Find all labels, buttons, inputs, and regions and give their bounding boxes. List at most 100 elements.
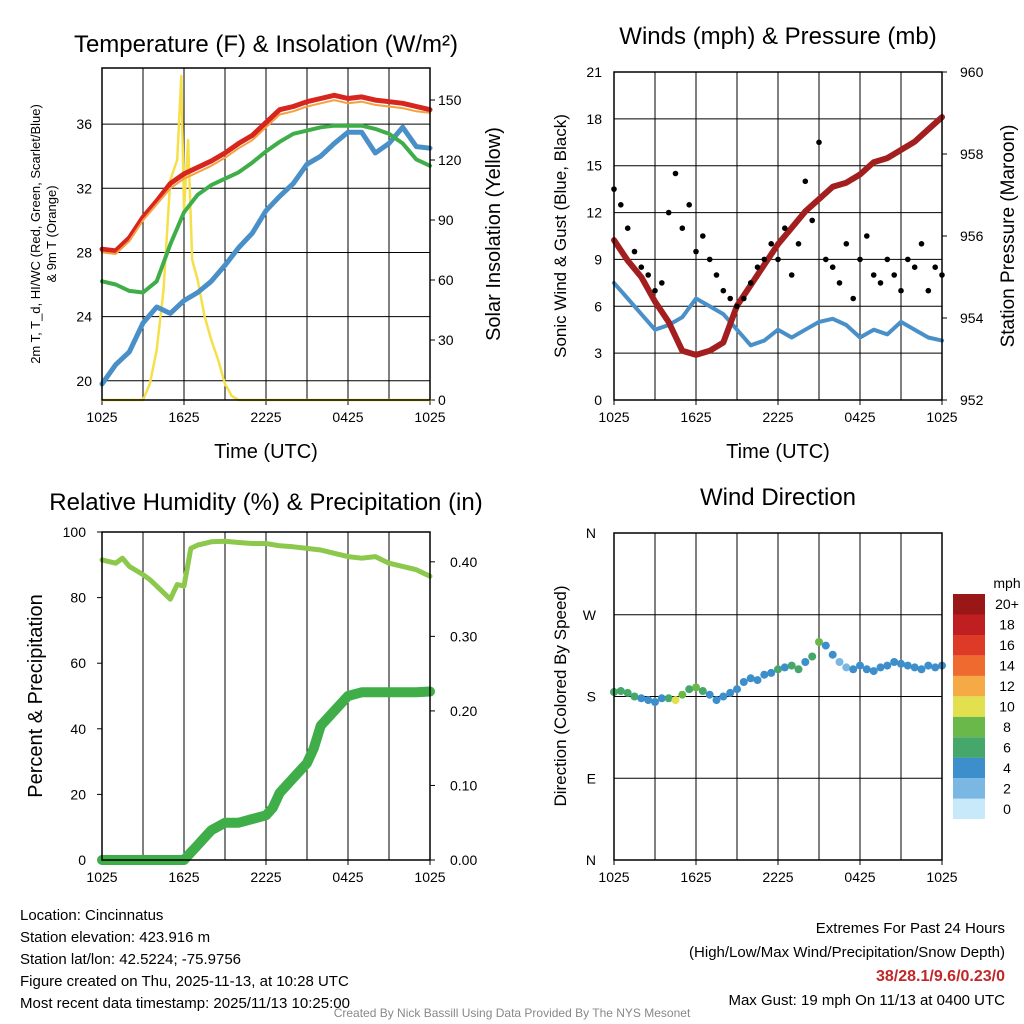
colorbar-swatch [953,594,985,615]
direction-point [685,685,694,694]
direction-point [842,663,851,672]
direction-point [774,665,782,674]
gust-point [877,280,884,286]
direction-point [924,661,933,670]
gust-point [864,233,870,239]
plot-frame [101,67,431,401]
x-tick-label: 2225 [250,869,281,885]
gust-point [713,272,720,278]
direction-point [801,658,810,666]
x-tick-label: 1025 [598,409,629,425]
direction-point [678,690,687,699]
colorbar-tick-label: 4 [1003,760,1011,776]
direction-point [705,690,714,699]
humidity-precipitation-panel: 1025 1625 2225 0425 1025 Relative Humidity (%… [25,489,483,885]
y2-tick-label: 120 [438,152,462,168]
direction-point [637,694,646,703]
gust-point [850,295,856,302]
direction-point [903,661,912,670]
y-tick-label: N [586,525,596,541]
direction-point [780,663,789,672]
gust-point [618,202,624,208]
direction-point [787,661,796,670]
gust-point [809,217,815,224]
direction-point [616,687,625,695]
gust-point [816,139,822,146]
direction-point [808,652,817,661]
y2-tick-label: 30 [438,332,454,348]
colorbar-tick-label: 2 [1003,780,1011,796]
colorbar-tick-label: 0 [1003,801,1011,817]
y-tick-label: 80 [70,590,86,606]
y-tick-label: 21 [586,64,602,80]
colorbar-tick-label: 8 [1003,719,1011,735]
station-location: Location: Cincinnatus [20,907,164,924]
direction-point [644,696,653,705]
x-tick-label: 1025 [598,869,629,885]
gust-point [679,225,686,231]
direction-point [856,661,864,670]
station-info: Location: Cincinnatus Station elevation:… [20,905,350,1015]
y2-tick-label: 952 [960,392,984,408]
y-axis-label: Direction (Colored By Speed) [551,585,570,806]
x-tick-label: 1625 [680,869,711,885]
x-tick-label: 1025 [926,409,957,425]
direction-point [869,667,878,676]
direction-point [623,688,632,697]
y2-tick-label: 954 [960,310,984,326]
y-tick-label: 20 [76,373,92,389]
colorbar-swatch [953,675,985,697]
gust-point [918,241,925,247]
gust-point [720,287,727,294]
y-tick-label: W [583,607,597,623]
gust-point [631,248,638,255]
direction-point [657,694,666,703]
x-axis-label: Time (UTC) [214,441,318,463]
gust-point [652,287,658,294]
y-tick-label: 60 [70,655,86,671]
colorbar-swatch [953,696,985,717]
y2-tick-label: 0.30 [450,628,477,644]
pressure-line [611,114,945,358]
y2-tick-label: 0.00 [450,852,477,868]
plot-frame [101,531,431,861]
y-tick-label: 6 [594,298,602,314]
colorbar-tick-label: 6 [1003,739,1011,755]
gust-point [741,295,747,302]
y-axis-label: Sonic Wind & Gust (Blue, Black) [551,114,570,358]
x-tick-label: 1025 [86,869,117,885]
panel-title: Temperature (F) & Insolation (W/m²) [74,31,458,58]
y-tick-label: 12 [586,205,602,221]
direction-point [692,683,700,692]
gust-point [638,264,645,271]
x-tick-label: 0425 [844,869,875,885]
gust-point [672,170,679,177]
extremes-block: Extremes For Past 24 Hours (High/Low/Max… [689,917,1005,1013]
y2-tick-label: 0.20 [450,703,477,719]
y-tick-label: N [586,852,596,868]
gust-point [775,256,781,263]
gust-point [700,233,706,239]
y-tick-label: 32 [76,180,92,196]
direction-point [876,663,885,672]
direction-point [712,696,721,705]
gust-point [932,264,938,271]
gust-point [659,280,665,286]
direction-point [910,663,919,672]
plot-frame [613,71,943,401]
colorbar-swatch [953,778,985,799]
panel-title: Relative Humidity (%) & Precipitation (i… [49,489,482,516]
y-axis-label: Percent & Precipitation [25,594,47,797]
max-gust: Max Gust: 19 mph On 11/13 at 0400 UTC [728,992,1005,1009]
direction-point [828,650,837,659]
y-tick-label: 20 [70,786,86,802]
y-tick-label: 24 [76,309,92,325]
humidity-line [99,538,433,602]
y-axis-label-line1: 2m T, T_d, HI/WC (Red, Green, Scarlet/Bl… [28,104,43,364]
x-tick-label: 2225 [762,869,793,885]
temp-9m-line [101,99,431,255]
x-tick-label: 1625 [680,409,711,425]
wind-direction-panel: 1025 1625 2225 0425 1025 Wind Direction N E S W N D… [551,484,1021,885]
panel-title: Wind Direction [700,484,856,511]
